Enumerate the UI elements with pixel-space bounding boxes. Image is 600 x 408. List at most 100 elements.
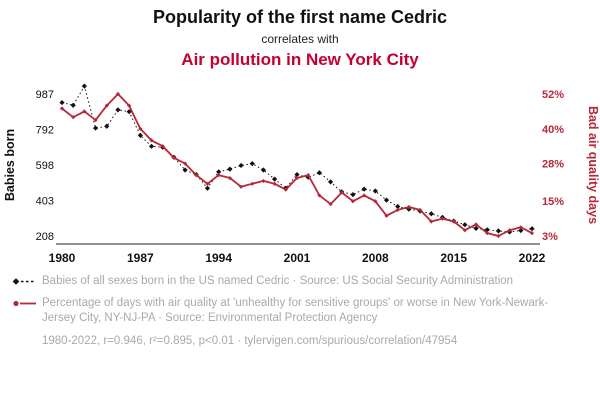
series-air-marker	[496, 233, 501, 238]
series-cedric-marker	[70, 102, 76, 108]
series-cedric-marker	[529, 225, 535, 231]
series-air-marker	[71, 114, 76, 119]
series-cedric-marker	[59, 99, 65, 105]
series-air-marker	[182, 161, 188, 166]
series-air-marker	[395, 207, 400, 212]
series-air-marker	[93, 117, 98, 122]
right-axis-tick: 15%	[542, 196, 564, 208]
series-cedric-marker	[249, 160, 255, 166]
series-air-marker	[294, 175, 300, 180]
footnote-air-quality-text: Percentage of days with air quality at '…	[42, 296, 549, 324]
series-air-marker	[462, 227, 467, 232]
series-cedric-marker	[327, 178, 334, 185]
series-air-line	[61, 92, 533, 237]
series-air-marker	[373, 198, 378, 203]
footnote-cedric: Babies of all sexes born in the US named…	[12, 274, 572, 289]
right-axis-tick: 28%	[542, 158, 564, 170]
series-cedric-marker	[216, 168, 222, 175]
series-cedric-marker	[462, 221, 468, 227]
series-air-marker	[473, 221, 479, 227]
series-cedric-marker	[115, 106, 121, 113]
right-axis-tick: 40%	[542, 123, 564, 135]
series-cedric-marker	[372, 187, 378, 194]
series-cedric-marker	[92, 125, 99, 131]
correlates-with-label: correlates with	[261, 31, 339, 46]
series-cedric-marker	[316, 169, 322, 175]
left-axis-tick: 208	[36, 231, 54, 243]
series-air-marker	[149, 137, 154, 143]
series-cedric-marker	[260, 167, 267, 173]
series-cedric-marker	[204, 185, 211, 191]
stats-line: 1980-2022, r=0.946, r²=0.895, p<0.01 · t…	[42, 335, 458, 348]
left-axis-tick: 598	[36, 160, 54, 172]
x-axis-tick: 2008	[362, 251, 389, 265]
series-air-marker	[261, 178, 266, 183]
series-cedric-marker	[406, 206, 412, 212]
series-air-marker	[317, 192, 322, 198]
series-air-marker	[127, 103, 132, 108]
left-axis-label: Babies born	[3, 128, 17, 200]
series-air-marker	[362, 192, 367, 198]
series-cedric-marker	[495, 227, 502, 234]
series-air-marker	[82, 108, 87, 114]
series-cedric-marker	[294, 171, 300, 177]
left-axis-tick: 987	[36, 89, 54, 101]
series-air-marker	[328, 201, 333, 206]
chart-canvas: 987 792 598 403 208 52% 40% 28% 15% 3% 1980 1987 199…	[3, 83, 600, 265]
series-air-marker	[417, 207, 423, 212]
left-axis-tick: 403	[36, 195, 54, 207]
series-air-marker	[160, 143, 165, 148]
series-air-marker	[171, 155, 177, 160]
series-cedric-marker	[272, 176, 278, 182]
right-axis-label: Bad air quality days	[586, 106, 600, 224]
series-cedric-marker	[137, 132, 143, 138]
series-air-marker	[485, 230, 490, 235]
series-air-marker	[529, 230, 535, 235]
series-cedric-marker	[473, 225, 479, 231]
series-air-marker	[205, 181, 210, 186]
secondary-title: Air pollution in New York City	[181, 49, 419, 69]
series-air-marker	[283, 187, 288, 192]
x-axis-tick: 2022	[519, 251, 546, 265]
series-air-marker	[440, 216, 445, 221]
series-cedric-marker	[182, 167, 188, 173]
series-air-marker	[104, 103, 109, 108]
x-axis-tick: 1980	[49, 251, 76, 265]
x-axis-tick: 2001	[284, 251, 311, 265]
right-axis-tick: 3%	[542, 231, 558, 243]
series-cedric-marker	[428, 210, 434, 216]
series-air-marker	[406, 204, 412, 209]
series-air-marker	[507, 227, 512, 232]
x-axis-tick: 1987	[127, 251, 154, 265]
series-air-marker	[429, 219, 434, 224]
series-air-marker	[194, 172, 199, 177]
series-cedric-marker	[361, 186, 367, 192]
series-cedric-marker	[350, 191, 356, 197]
series-air-marker	[339, 190, 344, 195]
footnotes: Babies of all sexes born in the US named…	[0, 270, 600, 327]
series-cedric-line	[61, 84, 533, 233]
air-series-marker-icon	[13, 300, 36, 306]
x-axis-tick: 2015	[440, 251, 467, 265]
series-cedric-marker	[395, 203, 401, 209]
series-cedric-marker	[81, 83, 87, 89]
right-axis-tick: 52%	[542, 89, 564, 101]
series-air-marker	[272, 181, 277, 186]
series-cedric-marker	[518, 227, 524, 233]
footnote-air-quality: Percentage of days with air quality at '…	[12, 296, 572, 326]
series-air-marker	[216, 172, 221, 177]
series-air-marker	[518, 224, 523, 229]
series-air-marker	[384, 213, 389, 218]
series-air-marker	[138, 126, 143, 131]
chart-header: Popularity of the first name Cedric corr…	[0, 0, 600, 70]
series-air-marker	[350, 198, 356, 203]
series-cedric-marker	[148, 143, 155, 149]
page-title: Popularity of the first name Cedric	[152, 7, 448, 27]
series-cedric-marker	[238, 162, 244, 168]
series-air-marker	[250, 181, 255, 186]
cedric-series-marker-icon	[12, 277, 36, 285]
footnote-cedric-text: Babies of all sexes born in the US named…	[42, 274, 514, 287]
series-air-marker	[59, 105, 65, 111]
series-cedric-marker	[383, 197, 390, 203]
